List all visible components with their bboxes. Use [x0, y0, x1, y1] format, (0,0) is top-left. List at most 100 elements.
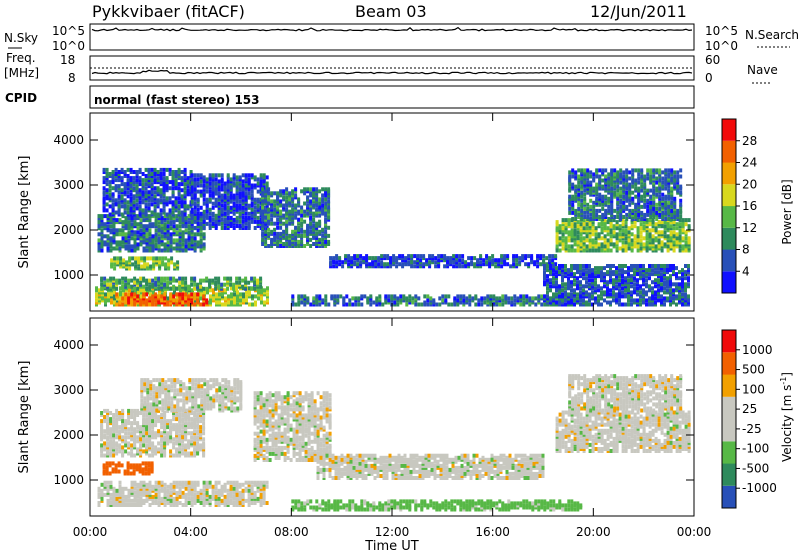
- power-cell: [270, 221, 274, 226]
- power-cell: [238, 276, 242, 281]
- power-cell: [178, 228, 182, 233]
- power-cell: [582, 218, 586, 223]
- power-cell: [202, 242, 206, 247]
- power-cell: [681, 238, 685, 243]
- power-cell: [636, 226, 640, 231]
- power-cell: [651, 234, 655, 239]
- power-cell: [678, 234, 682, 239]
- power-cell: [306, 203, 310, 208]
- power-cell: [104, 300, 107, 305]
- power-cell: [571, 210, 575, 215]
- power-cell: [273, 199, 277, 204]
- power-cell: [196, 240, 200, 245]
- power-cell: [123, 210, 127, 215]
- power-cell: [366, 300, 370, 305]
- power-cell: [500, 254, 504, 259]
- power-cell: [678, 290, 681, 295]
- power-colorbar-swatches: [722, 119, 736, 294]
- power-cell: [618, 264, 621, 268]
- power-cell: [253, 175, 257, 180]
- power-cell: [672, 220, 676, 225]
- power-cell: [109, 228, 113, 233]
- power-cell: [175, 242, 179, 247]
- power-cell: [270, 191, 274, 196]
- power-cell: [97, 222, 101, 227]
- power-cell: [552, 292, 555, 297]
- power-cell: [109, 216, 113, 221]
- power-cell: [410, 254, 414, 259]
- power-cell: [154, 222, 158, 227]
- power-cell: [546, 268, 549, 273]
- power-cell: [160, 216, 164, 221]
- power-cell: [159, 188, 163, 193]
- power-cell: [630, 298, 633, 303]
- power-cell: [267, 244, 271, 248]
- power-cell: [121, 244, 125, 249]
- power-cell: [515, 254, 519, 259]
- power-cell: [621, 294, 624, 299]
- power-cell: [220, 187, 224, 192]
- power-cell: [666, 288, 669, 293]
- power-cell: [621, 218, 625, 223]
- power-cell: [354, 302, 358, 307]
- power-cell: [148, 238, 152, 243]
- power-cell: [162, 198, 166, 203]
- power-cell: [485, 254, 489, 259]
- power-cell: [162, 186, 166, 191]
- power-cell: [338, 262, 342, 267]
- power-cell: [435, 302, 439, 307]
- power-cell: [136, 300, 140, 305]
- power-cell: [303, 229, 307, 234]
- power-cell: [615, 246, 619, 251]
- power-cell: [259, 175, 263, 180]
- power-cell: [630, 232, 634, 237]
- power-cell: [627, 294, 630, 299]
- power-cell: [105, 167, 109, 172]
- power-cell: [103, 276, 107, 281]
- power-cell: [639, 246, 643, 251]
- power-cell: [110, 258, 114, 263]
- power-cell: [568, 180, 572, 185]
- power-cell: [235, 215, 239, 220]
- power-cell: [324, 242, 328, 246]
- power-cell: [306, 187, 310, 192]
- power-cell: [675, 222, 679, 227]
- power-cell: [208, 189, 212, 194]
- power-cell: [362, 256, 366, 261]
- power-cell: [141, 192, 145, 197]
- power-cell: [658, 215, 662, 219]
- power-cell: [115, 228, 119, 233]
- power-cell: [649, 168, 653, 173]
- power-cell: [582, 248, 586, 253]
- power-cell: [570, 272, 573, 277]
- power-cell: [117, 186, 121, 191]
- power-cell: [669, 244, 673, 249]
- power-cell: [417, 302, 421, 307]
- power-cell: [129, 206, 133, 211]
- power-cell: [100, 214, 104, 219]
- power-cell: [108, 204, 112, 209]
- power-cell: [327, 207, 331, 212]
- power-cell: [673, 170, 677, 175]
- power-cell: [256, 224, 260, 228]
- power-cell: [546, 294, 549, 299]
- power-cell: [630, 238, 634, 243]
- power-cell: [516, 300, 520, 305]
- power-cell: [380, 264, 384, 269]
- power-cell: [276, 207, 280, 212]
- power-cell: [112, 228, 116, 233]
- power-cell: [266, 300, 269, 305]
- power-cell: [177, 170, 181, 174]
- power-cell: [489, 300, 493, 305]
- power-cell: [642, 288, 645, 293]
- power-cell: [171, 190, 175, 195]
- power-cell: [312, 217, 316, 222]
- power-cell: [261, 199, 265, 204]
- power-cell: [577, 168, 581, 173]
- power-cell: [142, 224, 146, 229]
- power-cell: [315, 221, 319, 226]
- power-cell: [291, 300, 295, 305]
- power-cell: [570, 228, 574, 233]
- power-cell: [227, 294, 230, 299]
- power-cell: [589, 198, 593, 203]
